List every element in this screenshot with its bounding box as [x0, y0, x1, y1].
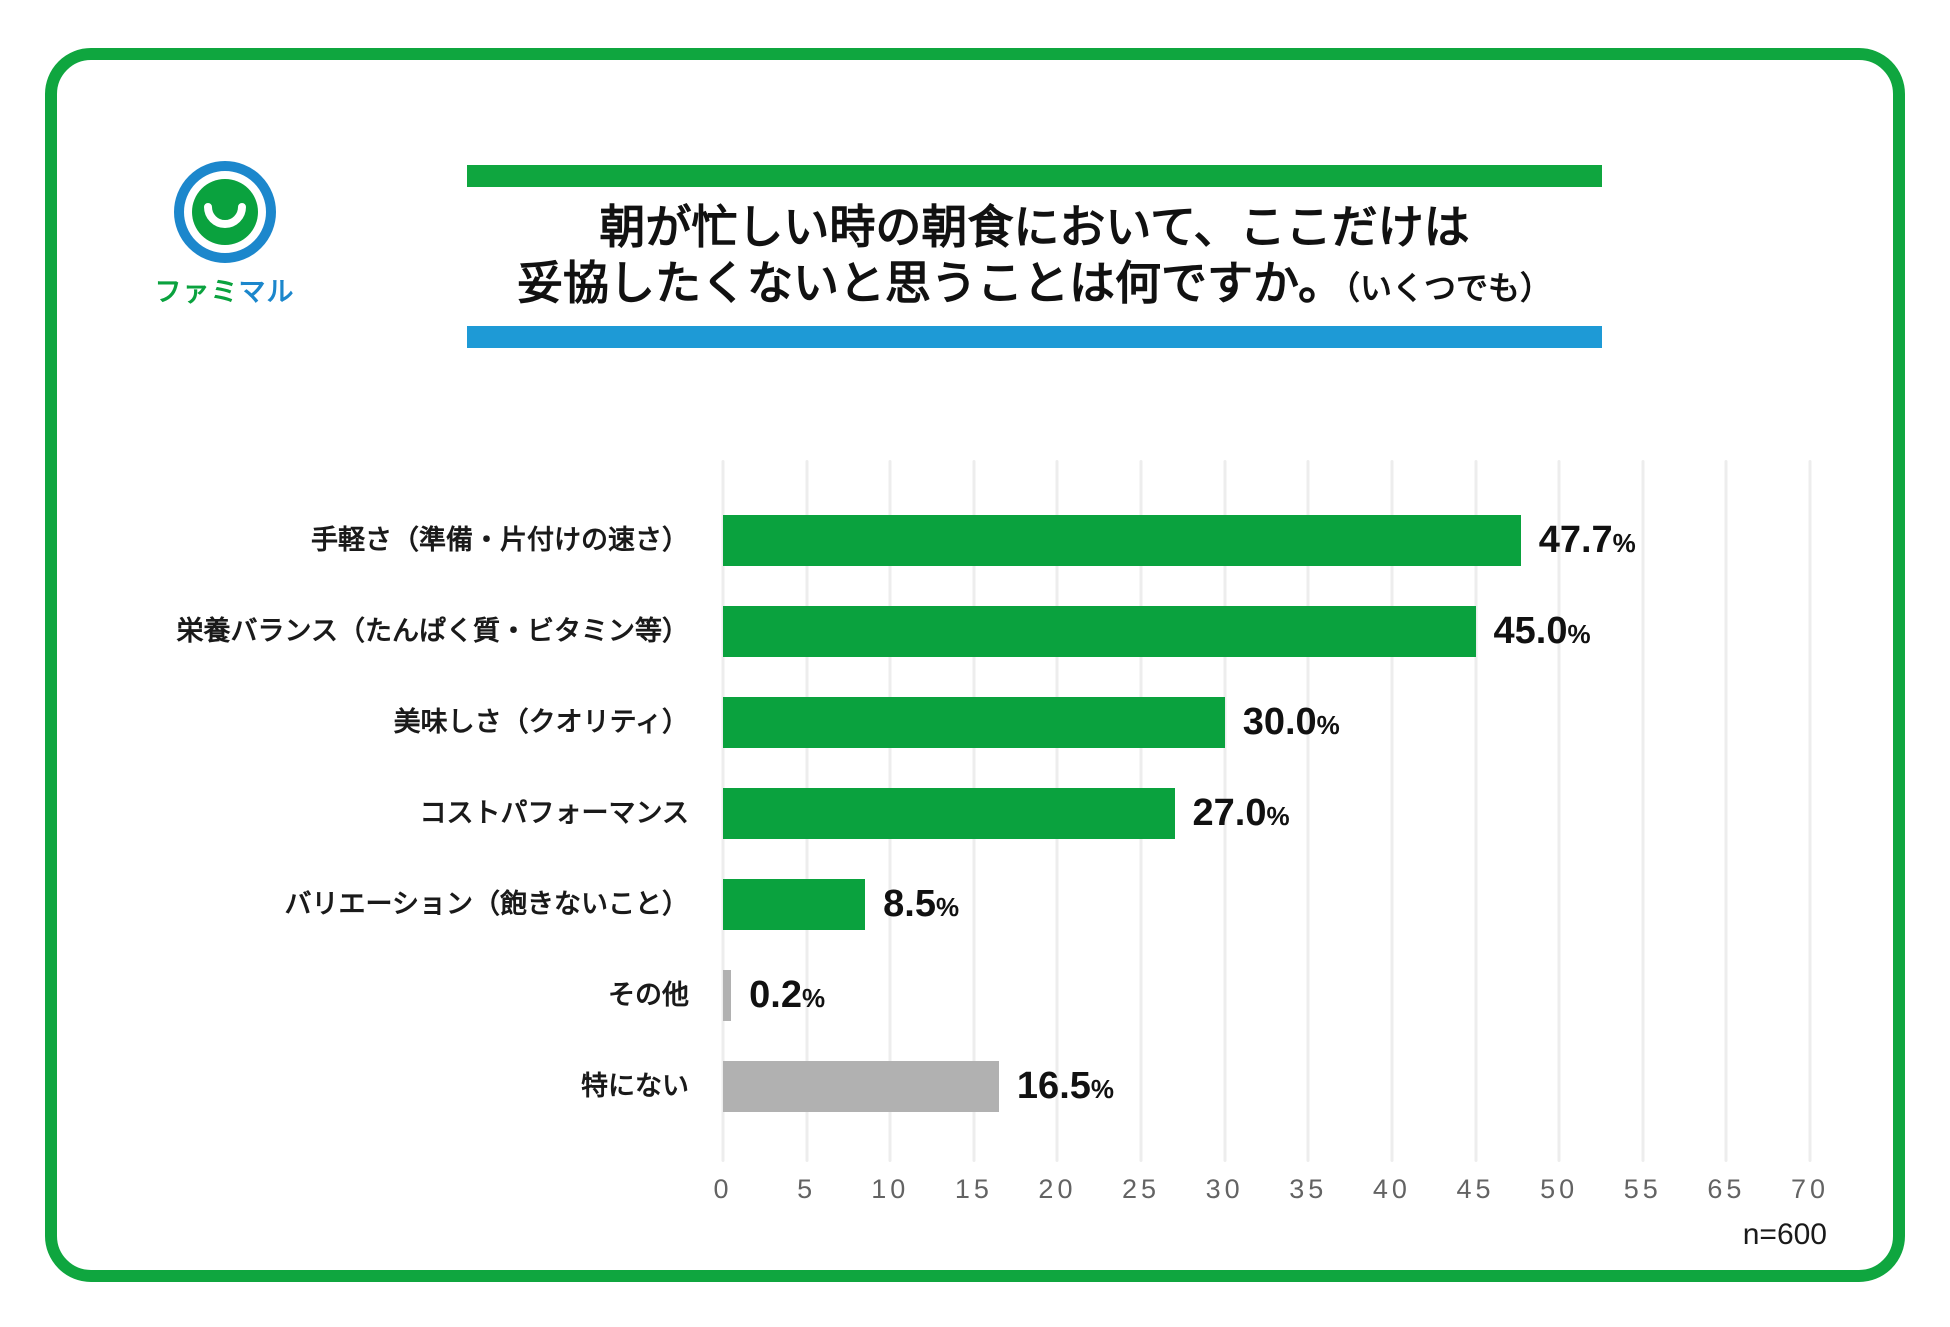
x-tick-label: 25 — [1122, 1174, 1161, 1204]
x-tick-label: 20 — [1038, 1174, 1077, 1204]
value-label: 27.0% — [1192, 792, 1290, 834]
x-tick-label: 55 — [1623, 1174, 1662, 1204]
bar-row: 手軽さ（準備・片付けの速さ） 47.7% — [311, 515, 1810, 566]
chart-card: ファミマル 朝が忙しい時の朝食において、ここだけは 妥協したくないと思うことは何… — [45, 48, 1905, 1282]
value-label: 45.0% — [1493, 610, 1591, 652]
x-tick-label: 0 — [713, 1174, 733, 1204]
gridline — [1724, 460, 1728, 1162]
category-label: その他 — [608, 980, 689, 1010]
gridline — [1557, 460, 1561, 1162]
bar-row: 特にない 16.5% — [581, 1061, 1810, 1112]
category-label: バリエーション（飽きないこと） — [284, 889, 689, 919]
bar-row: バリエーション（飽きないこと） 8.5% — [285, 879, 1810, 930]
bar-row: その他 0.2% — [608, 970, 1810, 1021]
brand-name-blue: マル — [238, 277, 295, 307]
brand-logo: ファミマル — [152, 160, 297, 309]
sample-size-label: n=600 — [1742, 1218, 1827, 1251]
brand-name-green: ファミ — [154, 277, 239, 307]
category-label: 美味しさ（クオリティ） — [393, 707, 689, 737]
bar — [723, 606, 1476, 657]
bar — [723, 788, 1175, 839]
value-label: 0.2% — [749, 974, 826, 1016]
x-tick-label: 45 — [1456, 1174, 1495, 1204]
x-tick-label: 5 — [797, 1174, 817, 1204]
bar — [723, 970, 731, 1021]
gridline — [1474, 460, 1478, 1162]
bar — [723, 515, 1521, 566]
bar — [723, 1061, 999, 1112]
title-band: 朝が忙しい時の朝食において、ここだけは 妥協したくないと思うことは何ですか。（い… — [467, 165, 1602, 348]
bar-row: コストパフォーマンス 27.0% — [420, 788, 1810, 839]
bar — [723, 879, 866, 930]
gridline — [1390, 460, 1394, 1162]
bar-row: 栄養バランス（たんぱく質・ビタミン等） 45.0% — [177, 606, 1810, 657]
brand-name: ファミマル — [152, 270, 297, 309]
blue-accent-bar — [467, 326, 1602, 348]
value-label: 8.5% — [883, 883, 960, 925]
gridline — [1306, 460, 1310, 1162]
x-tick-label: 15 — [954, 1174, 993, 1204]
bar-row: 美味しさ（クオリティ） 30.0% — [394, 697, 1810, 748]
x-tick-label: 10 — [871, 1174, 910, 1204]
x-tick-label: 50 — [1540, 1174, 1579, 1204]
title-line-1: 朝が忙しい時の朝食において、ここだけは — [599, 201, 1470, 253]
x-tick-label: 35 — [1289, 1174, 1328, 1204]
x-tick-label: 65 — [1707, 1174, 1746, 1204]
x-tick-label: 40 — [1372, 1174, 1411, 1204]
category-label: 特にない — [581, 1071, 689, 1101]
value-label: 30.0% — [1242, 701, 1340, 743]
category-label: コストパフォーマンス — [419, 798, 689, 828]
x-tick-label: 70 — [1790, 1174, 1830, 1204]
category-label: 手軽さ（準備・片付けの速さ） — [311, 525, 689, 555]
value-label: 47.7% — [1538, 519, 1636, 561]
gridline — [1223, 460, 1227, 1162]
title-line-2: 妥協したくないと思うことは何ですか。（いくつでも） — [516, 257, 1553, 309]
bar — [723, 697, 1225, 748]
green-accent-bar — [467, 165, 1602, 187]
smiley-face-icon — [173, 161, 276, 263]
title-suffix: （いくつでも） — [1344, 270, 1553, 306]
chart-title: 朝が忙しい時の朝食において、ここだけは 妥協したくないと思うことは何ですか。（い… — [467, 187, 1602, 326]
value-label: 16.5% — [1016, 1065, 1115, 1107]
gridline — [1808, 460, 1812, 1162]
x-tick-label: 30 — [1205, 1174, 1244, 1204]
category-label: 栄養バランス（たんぱく質・ビタミン等） — [176, 616, 689, 646]
gridline — [1641, 460, 1645, 1162]
bar-chart-plot: 手軽さ（準備・片付けの速さ） 47.7% 栄養バランス（たんぱく質・ビタミン等）… — [177, 460, 1825, 1204]
